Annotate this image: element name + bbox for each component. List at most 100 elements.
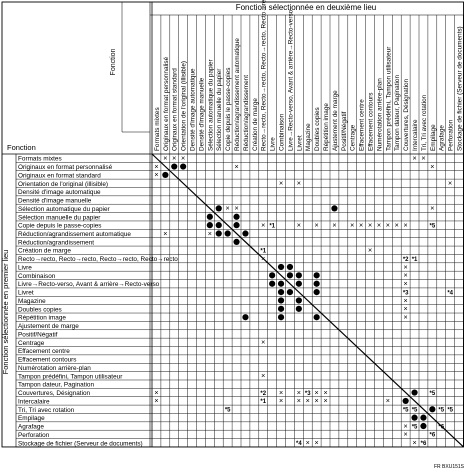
conflict-mark: ×: [261, 254, 265, 263]
note-mark: *5: [412, 408, 418, 414]
diagonal-line: [151, 153, 464, 448]
incompatible-dot: [171, 163, 178, 170]
row-label: Couvertures, Désignation: [18, 390, 91, 397]
column-label: Livret: [296, 135, 303, 151]
conflict-mark: ×: [163, 153, 167, 162]
note-mark: *5: [403, 408, 409, 414]
incompatible-dot: [420, 414, 427, 421]
incompatible-dot: [206, 213, 213, 220]
incompatible-dot: [295, 272, 302, 279]
row-label: Originaux en format standard: [18, 172, 101, 179]
conflict-mark: ×: [226, 204, 230, 213]
column-label: Numérotation arrière-plan: [376, 78, 383, 151]
conflict-mark: ×: [315, 438, 319, 447]
incompatible-dot: [233, 238, 240, 245]
conflict-mark: ×: [261, 338, 265, 347]
conflict-mark: ×: [404, 421, 408, 430]
column-label: Ajustement de marge: [332, 90, 339, 151]
column-label: Sélection automatique du papier: [207, 58, 214, 151]
row-label: Réduction/agrandissement automatique: [18, 231, 131, 238]
conflict-mark: ×: [234, 204, 238, 213]
table-grid: [1, 1, 464, 448]
figure-code: FR BXU151S: [434, 464, 465, 470]
row-label: Livret: [18, 290, 34, 297]
column-label: Sélection manuelle du papier: [216, 68, 223, 151]
column-label: Tri, Tri avec rotation: [421, 94, 428, 151]
incompatible-dot: [295, 305, 302, 312]
column-label: Tampon dateur, Pagination: [394, 75, 401, 151]
conflict-mark: ×: [386, 396, 390, 405]
note-mark: *3: [403, 290, 409, 296]
conflict-mark: ×: [430, 204, 434, 213]
column-label: Orientation de l'original (illisible): [181, 61, 188, 151]
note-mark: *5: [225, 408, 231, 414]
conflict-mark: ×: [163, 229, 167, 238]
conflict-mark: ×: [421, 153, 425, 162]
note-mark: *5: [438, 408, 444, 414]
diagonal: [151, 153, 464, 448]
incompatible-dot: [233, 222, 240, 229]
note-mark: *1: [260, 249, 266, 255]
incompatible-dot: [313, 272, 320, 279]
row-label: Livre: [18, 264, 32, 271]
incompatible-dot: [242, 314, 249, 321]
incompatible-dot: [242, 230, 249, 237]
row-label: Tampon prédéfini, Tampon utilisateur: [18, 373, 123, 380]
row-label: Originaux en format personnalisé: [18, 164, 113, 171]
incompatible-dot: [180, 163, 187, 170]
conflict-mark: ×: [332, 220, 336, 229]
row-label: Tri, Tri avec rotation: [18, 407, 75, 414]
incompatible-dot: [429, 406, 436, 413]
column-label: Doubles copies: [314, 107, 321, 151]
incompatible-dot: [313, 289, 320, 296]
conflict-mark: ×: [261, 371, 265, 380]
column-label: Réduction/agrandissement: [243, 75, 250, 151]
column-labels: Formats mixtes Originaux en format person…: [154, 0, 464, 151]
column-label: Livre→Recto-verso, Avant & arrière→Recto…: [287, 9, 294, 151]
row-label: Empilage: [18, 415, 45, 422]
conflict-mark: ×: [368, 246, 372, 255]
row-label: Sélection manuelle du papier: [18, 214, 101, 221]
incompatible-dot: [286, 289, 294, 296]
row-label: Réduction/agrandissement: [18, 239, 94, 246]
column-label: Copie depuis le passe-copies: [225, 68, 232, 151]
column-label: Agrafage: [439, 125, 446, 151]
row-label: Numérotation arrière-plan: [18, 365, 91, 372]
conflict-mark: ×: [359, 220, 363, 229]
note-mark: *4: [296, 441, 302, 447]
conflict-mark: ×: [208, 229, 212, 238]
incompatible-dot: [215, 230, 222, 237]
note-mark: *2: [260, 391, 266, 397]
note-mark: *1: [269, 223, 275, 229]
conflict-mark: ×: [350, 220, 354, 229]
incompatible-dot: [162, 171, 169, 179]
conflict-mark: ×: [323, 388, 327, 397]
row-label: Recto→recto, Recto→recto, Recto→recto, R…: [18, 256, 178, 263]
conflict-mark: ×: [279, 388, 283, 397]
incompatible-dot: [286, 263, 294, 271]
conflict-mark: ×: [404, 279, 408, 288]
note-mark: *5: [430, 391, 436, 397]
incompatible-dot: [277, 280, 285, 287]
incompatible-dot: [420, 422, 427, 430]
conflict-mark: ×: [154, 170, 158, 179]
column-label: Effacement centre: [359, 99, 366, 151]
note-mark: *6: [421, 441, 427, 447]
conflict-mark: ×: [412, 438, 416, 447]
column-label: Effacement contours: [367, 93, 374, 152]
conflict-mark: ×: [412, 153, 416, 162]
conflict-mark: ×: [404, 304, 408, 313]
incompatible-dot: [269, 280, 276, 287]
conflict-mark: ×: [297, 220, 301, 229]
incompatible-dot: [215, 205, 222, 212]
row-label: Effacement centre: [18, 348, 70, 355]
conflict-mark: ×: [430, 162, 434, 171]
row-label: Magazine: [18, 298, 46, 305]
column-label: Originaux en format personnalisé: [163, 56, 170, 151]
incompatible-dot: [224, 230, 231, 237]
column-header-label: Fonction: [110, 48, 117, 75]
incompatible-dot: [277, 297, 285, 304]
note-mark: *5: [447, 408, 453, 414]
